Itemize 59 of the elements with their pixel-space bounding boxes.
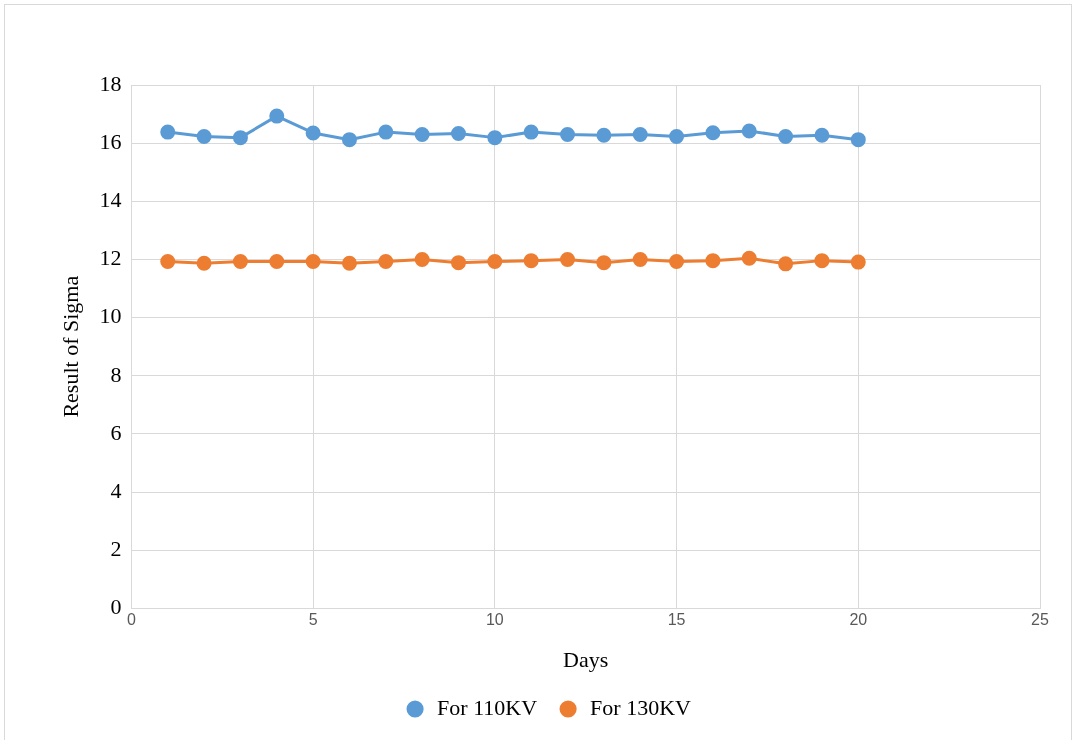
point: [778, 128, 794, 144]
point: [705, 125, 721, 141]
point: [560, 251, 576, 267]
point: [414, 251, 430, 267]
x-tick-label: 0: [126, 611, 136, 629]
point: [160, 124, 176, 140]
point: [269, 254, 285, 269]
x-tick-label: 25: [1031, 611, 1049, 629]
y-tick-label: 8: [110, 361, 122, 387]
x-tick-label: 10: [485, 611, 504, 629]
point: [705, 253, 721, 269]
point: [160, 254, 176, 269]
x-tick-label: 5: [308, 611, 318, 629]
legend-label: For 110KV: [437, 694, 538, 720]
point: [196, 255, 212, 271]
y-tick-label: 18: [99, 70, 122, 96]
y-tick-label: 6: [110, 419, 122, 445]
y-tick-label: 12: [99, 245, 122, 271]
point: [523, 253, 539, 269]
point: [669, 128, 685, 144]
point: [487, 254, 503, 269]
point: [850, 132, 866, 148]
point: [523, 124, 539, 140]
point: [814, 127, 830, 143]
point: [305, 254, 321, 269]
point: [741, 123, 757, 139]
point: [741, 250, 757, 266]
y-tick-label: 2: [110, 536, 122, 562]
point: [669, 254, 685, 269]
y-tick-label: 4: [110, 477, 122, 503]
point: [451, 255, 466, 271]
point: [196, 128, 212, 144]
legend-label: For 130KV: [590, 694, 692, 720]
point: [341, 132, 357, 148]
point: [632, 251, 648, 267]
y-tick-label: 14: [99, 187, 122, 213]
point: [596, 255, 612, 271]
point: [814, 253, 830, 269]
y-tick-label: 16: [99, 128, 122, 154]
point: [232, 130, 248, 146]
point: [378, 124, 394, 140]
point: [560, 126, 576, 142]
point: [451, 126, 466, 142]
point: [850, 254, 866, 270]
point: [596, 127, 612, 143]
point: [232, 254, 248, 269]
point: [778, 256, 794, 272]
point: [378, 254, 394, 269]
point: [632, 126, 648, 142]
x-tick-label: 20: [849, 611, 868, 629]
point: [414, 126, 430, 142]
y-tick-label: 10: [99, 303, 122, 329]
point: [487, 130, 503, 146]
y-axis-title: Result of Sigma: [57, 275, 83, 418]
point: [269, 108, 285, 124]
point: [341, 255, 357, 271]
x-tick-label: 15: [667, 611, 686, 629]
x-axis-title: Days: [563, 646, 609, 672]
point: [305, 125, 321, 141]
